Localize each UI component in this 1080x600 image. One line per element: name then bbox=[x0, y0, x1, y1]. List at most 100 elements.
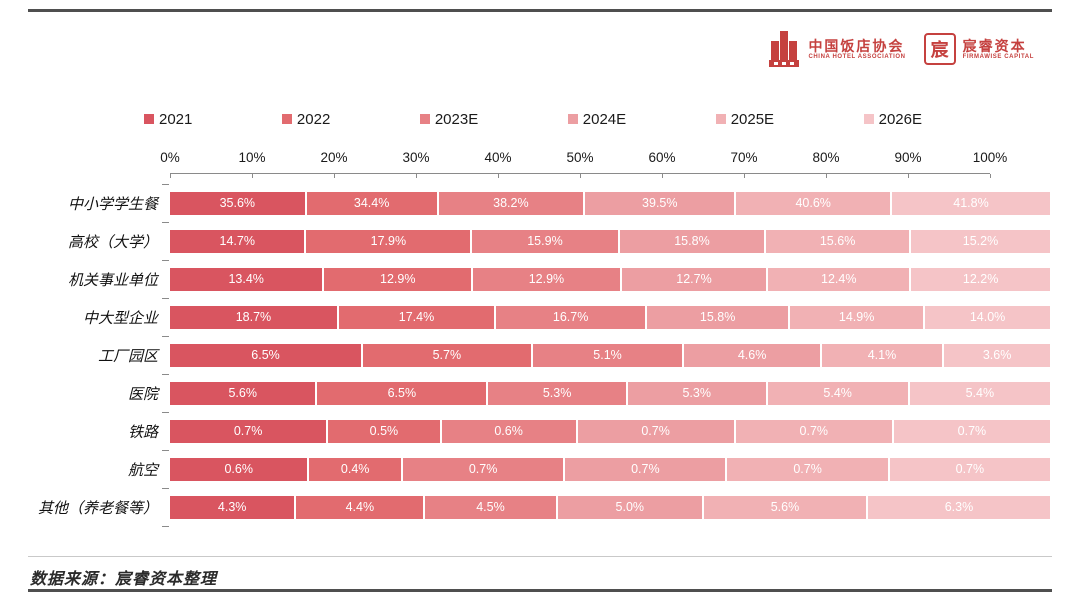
x-axis-tick bbox=[661, 174, 663, 178]
x-axis-tick bbox=[415, 174, 417, 178]
bar-segment-2021: 4.3% bbox=[170, 495, 295, 519]
x-axis-tick bbox=[825, 174, 827, 178]
x-axis-tick bbox=[579, 174, 581, 178]
bar-row: 医院 5.6% 6.5% 5.3% 5.3% 5.4% 5.4% bbox=[30, 374, 1050, 412]
bar-track: 18.7% 17.4% 16.7% 15.8% 14.9% 14.0% bbox=[170, 305, 1050, 329]
bar-segment-2026E: 0.7% bbox=[893, 419, 1050, 443]
bar-segment-2022: 4.4% bbox=[296, 495, 424, 519]
legend-item-2021: 2021 bbox=[144, 111, 192, 128]
bar-row: 中大型企业 18.7% 17.4% 16.7% 15.8% 14.9% 14.0% bbox=[30, 298, 1050, 336]
data-source-note: 数据来源：宸睿资本整理 bbox=[30, 569, 218, 588]
firmawise-logo-en: FIRMAWISE CAPITAL bbox=[962, 53, 1034, 60]
bar-segment-2025E: 14.9% bbox=[790, 305, 924, 329]
x-axis-tick bbox=[497, 174, 499, 178]
plot-rows: 中小学学生餐 35.6% 34.4% 38.2% 39.5% 40.6% 41.8% 高校（大… bbox=[30, 184, 1051, 527]
bar-segment-2024E: 5.3% bbox=[627, 381, 766, 405]
category-label: 高校（大学） bbox=[67, 232, 158, 251]
bar-segment-2022: 12.9% bbox=[324, 267, 472, 291]
bar-segment-2025E: 4.1% bbox=[821, 343, 943, 367]
bar-segment-2023E: 15.9% bbox=[472, 229, 618, 253]
bar-track: 5.6% 6.5% 5.3% 5.3% 5.4% 5.4% bbox=[170, 381, 1050, 405]
top-border-rule bbox=[28, 9, 1052, 12]
bar-segment-2025E: 0.7% bbox=[735, 419, 892, 443]
y-axis-tick bbox=[162, 412, 169, 413]
x-axis-tick-label: 60% bbox=[648, 150, 676, 165]
x-axis-tick-label: 0% bbox=[160, 150, 180, 165]
bar-track: 35.6% 34.4% 38.2% 39.5% 40.6% 41.8% bbox=[170, 191, 1050, 215]
cha-logo-text: 中国饭店协会 CHINA HOTEL ASSOCIATION bbox=[808, 38, 905, 61]
footer-separator-rule bbox=[28, 556, 1052, 557]
china-hotel-association-logo: 中国饭店协会 CHINA HOTEL ASSOCIATION bbox=[767, 30, 905, 68]
legend-swatch-icon bbox=[567, 114, 578, 124]
legend-label: 2021 bbox=[159, 110, 193, 128]
legend-swatch-icon bbox=[144, 114, 154, 124]
category-label: 航空 bbox=[127, 460, 158, 479]
bar-segment-2022: 17.9% bbox=[306, 229, 471, 253]
bar-segment-2026E: 41.8% bbox=[891, 191, 1050, 215]
bar-segment-2024E: 15.8% bbox=[647, 305, 789, 329]
x-axis-tick bbox=[333, 174, 335, 178]
bar-segment-2025E: 5.6% bbox=[704, 495, 866, 519]
category-label: 中小学学生餐 bbox=[67, 194, 158, 213]
x-axis-tick-label: 70% bbox=[730, 150, 758, 165]
bar-track: 0.7% 0.5% 0.6% 0.7% 0.7% 0.7% bbox=[170, 419, 1050, 443]
bar-segment-2022: 6.5% bbox=[317, 381, 487, 405]
bar-segment-2025E: 15.6% bbox=[766, 229, 909, 253]
bar-segment-2024E: 0.7% bbox=[577, 419, 734, 443]
bar-segment-2025E: 5.4% bbox=[767, 381, 908, 405]
y-axis-tick bbox=[162, 336, 169, 337]
bar-segment-2021: 13.4% bbox=[170, 267, 323, 291]
y-axis-tick bbox=[162, 298, 169, 299]
bar-track: 4.3% 4.4% 4.5% 5.0% 5.6% 6.3% bbox=[170, 495, 1050, 519]
legend-swatch-icon bbox=[715, 114, 726, 124]
category-label: 其他（养老餐等） bbox=[37, 498, 158, 517]
bar-segment-2024E: 5.0% bbox=[557, 495, 703, 519]
bar-segment-2024E: 4.6% bbox=[684, 343, 820, 367]
bar-segment-2021: 35.6% bbox=[170, 191, 305, 215]
bar-segment-2024E: 15.8% bbox=[619, 229, 765, 253]
bar-row: 机关事业单位 13.4% 12.9% 12.9% 12.7% 12.4% 12.2% bbox=[30, 260, 1050, 298]
cha-logo-cn: 中国饭店协会 bbox=[808, 37, 905, 54]
bar-row: 其他（养老餐等） 4.3% 4.4% 4.5% 5.0% 5.6% 6.3% bbox=[30, 488, 1050, 526]
bar-segment-2023E: 38.2% bbox=[438, 191, 584, 215]
bar-segment-2023E: 5.1% bbox=[532, 343, 683, 367]
bottom-border-rule bbox=[28, 589, 1052, 592]
x-axis-tick bbox=[989, 174, 991, 178]
bar-segment-2023E: 0.7% bbox=[402, 457, 564, 481]
x-axis-line bbox=[170, 173, 990, 174]
bar-segment-2024E: 39.5% bbox=[585, 191, 735, 215]
category-label: 医院 bbox=[127, 384, 158, 403]
bar-segment-2026E: 6.3% bbox=[867, 495, 1050, 519]
bar-segment-2022: 17.4% bbox=[338, 305, 495, 329]
legend-swatch-icon bbox=[863, 114, 874, 124]
y-axis-tick bbox=[162, 488, 169, 489]
x-axis-tick bbox=[169, 174, 171, 178]
legend-item-2024E: 2024E bbox=[567, 111, 626, 128]
y-axis-tick bbox=[162, 450, 169, 451]
bar-segment-2021: 18.7% bbox=[170, 305, 337, 329]
x-axis-tick bbox=[907, 174, 909, 178]
building-icon bbox=[769, 31, 800, 67]
y-axis-tick bbox=[162, 374, 169, 375]
y-axis-tick bbox=[162, 222, 169, 223]
chart-legend: 2021 2022 2023E 2024E 2025E 2026E bbox=[144, 108, 922, 130]
x-axis-tick-label: 90% bbox=[894, 150, 922, 165]
y-axis-tick bbox=[162, 184, 169, 185]
bar-segment-2021: 5.6% bbox=[170, 381, 316, 405]
bar-segment-2021: 6.5% bbox=[170, 343, 362, 367]
bar-row: 铁路 0.7% 0.5% 0.6% 0.7% 0.7% 0.7% bbox=[30, 412, 1050, 450]
bar-segment-2025E: 12.4% bbox=[768, 267, 910, 291]
bar-segment-2026E: 12.2% bbox=[911, 267, 1050, 291]
bar-segment-2023E: 16.7% bbox=[496, 305, 646, 329]
header-logos: 中国饭店协会 CHINA HOTEL ASSOCIATION 宸 宸睿资本 FI… bbox=[767, 30, 1034, 68]
x-axis-tick-label: 50% bbox=[566, 150, 594, 165]
legend-swatch-icon bbox=[419, 114, 430, 124]
bar-segment-2025E: 0.7% bbox=[727, 457, 888, 481]
bar-segment-2026E: 14.0% bbox=[925, 305, 1050, 329]
bar-track: 0.6% 0.4% 0.7% 0.7% 0.7% 0.7% bbox=[170, 457, 1051, 481]
legend-label: 2023E bbox=[434, 110, 479, 128]
legend-label: 2022 bbox=[296, 110, 331, 128]
x-axis-tick bbox=[743, 174, 745, 178]
bar-row: 中小学学生餐 35.6% 34.4% 38.2% 39.5% 40.6% 41.8% bbox=[30, 184, 1050, 222]
x-axis-tick-label: 10% bbox=[238, 150, 266, 165]
